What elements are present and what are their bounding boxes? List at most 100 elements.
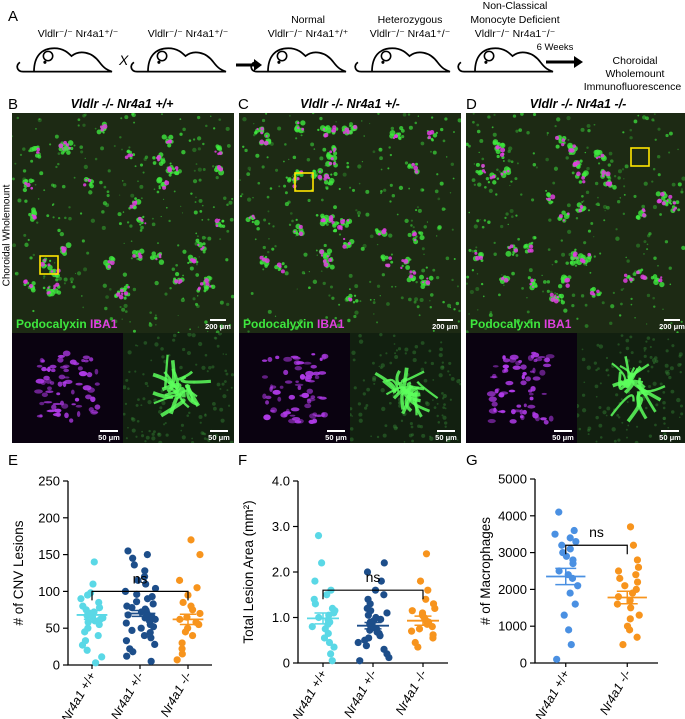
data-point xyxy=(408,607,416,615)
data-point xyxy=(416,577,425,585)
data-point xyxy=(132,598,141,606)
data-point xyxy=(383,609,391,617)
endpoint-line-3: Immunofluorescence xyxy=(583,81,682,93)
scale-bar-c-podo: 50 μm xyxy=(433,430,459,442)
panel-label-b: B xyxy=(8,96,19,113)
data-point xyxy=(565,626,573,634)
data-point xyxy=(570,526,578,535)
significance-bracket xyxy=(91,590,189,601)
data-point xyxy=(422,595,430,603)
data-point xyxy=(380,559,388,567)
data-point xyxy=(566,545,574,553)
y-tick-label: 0 xyxy=(520,656,527,671)
data-point xyxy=(429,600,438,608)
data-point xyxy=(98,653,106,661)
panel-b-title: Vldlr -/- Nr4a1 +/+ xyxy=(70,97,174,111)
data-point xyxy=(147,657,155,665)
data-point xyxy=(84,624,92,632)
podocalyxin-texture xyxy=(350,333,461,443)
iba1-zoom-c xyxy=(239,333,350,443)
y-tick-label: 50 xyxy=(46,621,60,636)
data-point xyxy=(566,589,574,597)
data-point xyxy=(151,584,160,593)
data-point xyxy=(140,573,149,581)
data-point xyxy=(377,577,385,585)
panel-label-a: A xyxy=(8,8,19,25)
scale-bar-d: 200 μm xyxy=(659,319,685,331)
data-point xyxy=(128,626,136,635)
wholemount-texture xyxy=(12,113,234,333)
data-point xyxy=(559,549,567,557)
x-tick-label: Nr4a1 -/- xyxy=(597,668,634,718)
x-tick-label: Nr4a1 +/+ xyxy=(532,668,572,719)
endpoint-line-2: Wholemount xyxy=(605,68,665,80)
data-point xyxy=(184,624,192,632)
data-point xyxy=(175,576,184,584)
data-point xyxy=(318,559,326,567)
wholemount-image-c xyxy=(239,113,461,333)
data-point xyxy=(143,551,151,559)
legend-podocalyxin: Podocalyxin xyxy=(470,317,541,331)
y-tick-label: 3.0 xyxy=(272,519,290,534)
data-point xyxy=(149,600,157,608)
group2-genotype: Vldlr⁻/⁻ Nr4a1⁺/⁻ xyxy=(369,28,451,40)
data-point xyxy=(151,640,159,648)
y-tick-label: 4.0 xyxy=(272,474,290,489)
data-point xyxy=(325,638,334,647)
data-point xyxy=(560,611,568,619)
arrow-icon-2 xyxy=(546,56,583,68)
significance-label: ns xyxy=(133,570,148,586)
group3-genotype: Vldlr⁻/⁻ Nr4a1⁻/⁻ xyxy=(474,28,556,40)
data-point xyxy=(555,567,563,575)
data-point xyxy=(178,650,186,658)
group2-title: Heterozygous xyxy=(377,14,443,26)
data-point xyxy=(363,568,372,576)
data-point xyxy=(310,595,318,603)
group1-title: Normal xyxy=(291,14,325,26)
y-axis-label: Total Lesion Area (mm²) xyxy=(241,500,256,643)
data-point xyxy=(193,584,201,592)
data-point xyxy=(91,659,100,667)
data-point xyxy=(148,592,156,601)
y-tick-label: 200 xyxy=(38,510,60,525)
data-point xyxy=(327,650,335,658)
data-point xyxy=(356,657,364,665)
legend-podocalyxin: Podocalyxin xyxy=(16,317,87,331)
panel-label-e: E xyxy=(8,452,19,469)
data-point xyxy=(187,536,195,544)
scale-bar-label: 200 μm xyxy=(205,322,231,331)
x-tick-label: Nr4a1 +/- xyxy=(341,668,379,719)
data-point xyxy=(633,633,641,641)
data-point xyxy=(146,629,154,637)
data-point xyxy=(328,604,337,613)
data-point xyxy=(633,556,642,564)
data-point xyxy=(84,618,92,626)
data-point xyxy=(411,638,419,647)
data-point xyxy=(616,574,624,582)
data-point xyxy=(140,631,149,640)
data-point xyxy=(89,580,97,588)
data-point xyxy=(90,558,98,566)
data-point xyxy=(141,605,149,613)
y-tick-label: 0 xyxy=(53,658,60,673)
mouse1-genotype: Vldlr⁻/⁻ Nr4a1⁺/⁻ xyxy=(37,28,119,40)
legend-podocalyxin: Podocalyxin xyxy=(243,317,314,331)
y-axis-label: # of Macrophages xyxy=(478,517,493,625)
x-tick-label: Nr4a1 +/+ xyxy=(59,670,99,719)
data-point xyxy=(621,582,629,590)
significance-bracket xyxy=(565,544,628,555)
data-point xyxy=(94,631,102,640)
scale-bar-c: 200 μm xyxy=(432,319,458,331)
data-point xyxy=(141,567,149,575)
y-axis-label: # of CNV Lesions xyxy=(11,520,26,625)
data-point xyxy=(424,586,432,594)
iba1-texture xyxy=(486,351,555,425)
data-point xyxy=(81,637,90,645)
data-point xyxy=(179,598,187,607)
data-point xyxy=(629,541,638,549)
group3-title-1: Non-Classical xyxy=(482,0,548,12)
scale-bar-c-iba1: 50 μm xyxy=(323,430,349,442)
data-point xyxy=(311,577,319,585)
scale-bar-d-iba1: 50 μm xyxy=(550,430,576,442)
data-point xyxy=(123,602,131,610)
